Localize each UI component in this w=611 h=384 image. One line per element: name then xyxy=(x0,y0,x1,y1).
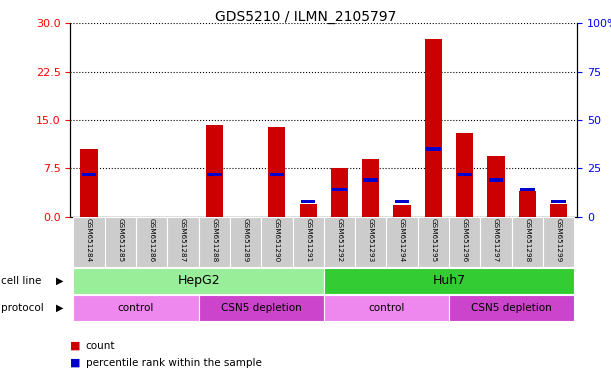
Text: percentile rank within the sample: percentile rank within the sample xyxy=(86,358,262,368)
Bar xyxy=(355,217,386,267)
Bar xyxy=(293,217,324,267)
Text: CSN5 depletion: CSN5 depletion xyxy=(221,303,302,313)
Bar xyxy=(262,217,293,267)
Text: ■: ■ xyxy=(70,341,81,351)
Bar xyxy=(324,268,574,294)
Text: GSM651297: GSM651297 xyxy=(493,218,499,263)
Text: ■: ■ xyxy=(70,358,81,368)
Bar xyxy=(73,268,324,294)
Bar xyxy=(488,156,505,217)
Bar xyxy=(543,217,574,267)
Bar xyxy=(386,217,418,267)
Bar xyxy=(395,200,409,203)
Bar xyxy=(456,133,474,217)
Text: cell line: cell line xyxy=(1,276,42,286)
Bar xyxy=(331,169,348,217)
Bar xyxy=(550,204,567,217)
Text: GSM651288: GSM651288 xyxy=(211,218,218,263)
Text: count: count xyxy=(86,341,115,351)
Bar xyxy=(449,217,480,267)
Bar xyxy=(136,217,167,267)
Bar xyxy=(480,217,511,267)
Bar xyxy=(458,173,472,176)
Text: GSM651299: GSM651299 xyxy=(555,218,562,263)
Text: GSM651289: GSM651289 xyxy=(243,218,249,263)
Text: GSM651286: GSM651286 xyxy=(148,218,155,263)
Text: protocol: protocol xyxy=(1,303,44,313)
Bar xyxy=(324,217,355,267)
Bar xyxy=(207,173,222,176)
Bar xyxy=(269,173,284,176)
Bar xyxy=(268,127,285,217)
Text: GSM651284: GSM651284 xyxy=(86,218,92,263)
Bar xyxy=(73,217,104,267)
Text: GSM651285: GSM651285 xyxy=(117,218,123,263)
Text: GSM651290: GSM651290 xyxy=(274,218,280,263)
Bar xyxy=(104,217,136,267)
Bar xyxy=(362,159,379,217)
Text: ▶: ▶ xyxy=(56,276,64,286)
Bar xyxy=(489,179,503,182)
Text: GSM651298: GSM651298 xyxy=(524,218,530,263)
Text: Huh7: Huh7 xyxy=(433,274,466,287)
Text: GSM651292: GSM651292 xyxy=(337,218,343,263)
Text: GSM651291: GSM651291 xyxy=(305,218,311,263)
Text: GSM651287: GSM651287 xyxy=(180,218,186,263)
Bar xyxy=(230,217,262,267)
Text: GSM651293: GSM651293 xyxy=(368,218,374,263)
Bar xyxy=(426,147,441,151)
Bar xyxy=(301,200,315,203)
Bar xyxy=(199,295,324,321)
Bar xyxy=(332,188,347,192)
Text: ▶: ▶ xyxy=(56,303,64,313)
Bar xyxy=(73,295,199,321)
Bar xyxy=(82,173,97,176)
Bar xyxy=(511,217,543,267)
Bar xyxy=(167,217,199,267)
Bar xyxy=(449,295,574,321)
Text: GSM651296: GSM651296 xyxy=(462,218,467,263)
Text: control: control xyxy=(368,303,404,313)
Bar xyxy=(324,295,449,321)
Bar xyxy=(199,217,230,267)
Bar xyxy=(206,125,223,217)
Bar xyxy=(364,179,378,182)
Bar xyxy=(299,204,316,217)
Bar xyxy=(551,200,566,203)
Bar xyxy=(425,39,442,217)
Text: CSN5 depletion: CSN5 depletion xyxy=(471,303,552,313)
Text: GDS5210 / ILMN_2105797: GDS5210 / ILMN_2105797 xyxy=(215,10,396,23)
Text: control: control xyxy=(118,303,154,313)
Bar xyxy=(520,188,535,192)
Text: GSM651295: GSM651295 xyxy=(430,218,436,263)
Bar xyxy=(418,217,449,267)
Bar xyxy=(393,205,411,217)
Text: HepG2: HepG2 xyxy=(177,274,220,287)
Bar xyxy=(519,191,536,217)
Text: GSM651294: GSM651294 xyxy=(399,218,405,263)
Bar xyxy=(81,149,98,217)
